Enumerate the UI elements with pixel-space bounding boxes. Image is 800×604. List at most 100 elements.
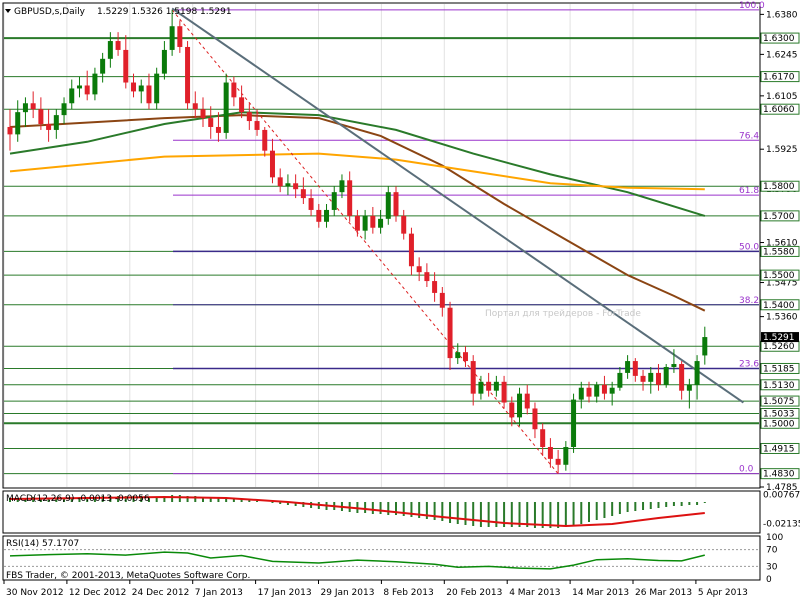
macd-tick-label: -0.02135 <box>763 519 800 529</box>
date-label: 17 Jan 2013 <box>258 588 312 598</box>
candle-body <box>316 209 322 222</box>
rsi-line <box>9 551 705 570</box>
level-price-box <box>760 103 800 115</box>
date-label: 7 Jan 2013 <box>195 588 243 598</box>
candle-body <box>61 103 67 116</box>
fib-label: 61.8 <box>739 186 759 196</box>
price-axis: 1.63801.62451.61051.59251.57901.56101.54… <box>760 10 800 493</box>
macd-indicator: 0.00767 -0.02135 <box>9 490 800 529</box>
rsi-tick-label: 70 <box>766 546 778 556</box>
level-price-box <box>760 299 800 311</box>
candle-body <box>640 375 646 382</box>
date-label: 30 Nov 2012 <box>6 588 64 598</box>
level-price-box <box>760 379 800 391</box>
price-tick-label: 1.5925 <box>766 145 798 155</box>
trendline[interactable] <box>171 7 744 404</box>
candle-body <box>385 192 391 219</box>
candle-body <box>555 458 561 465</box>
ohlc-values: 1.5229 1.5326 1.5198 1.5291 <box>97 7 232 17</box>
candle-body <box>455 352 461 359</box>
fib-label: 100.0 <box>739 1 765 11</box>
candle-body <box>146 85 152 104</box>
level-price-box <box>760 468 800 480</box>
trend-lines <box>171 7 744 474</box>
rsi-tick-label: 30 <box>766 562 778 572</box>
candle-body <box>617 372 623 388</box>
candle-body <box>424 272 430 282</box>
level-price-box <box>760 417 800 429</box>
candle-body <box>432 281 438 293</box>
fib-label: 38.2 <box>739 296 759 306</box>
candle-body <box>339 180 345 193</box>
date-label: 5 Apr 2013 <box>698 588 748 598</box>
level-price-label: 1.5500 <box>763 271 795 281</box>
candle-body <box>586 387 592 397</box>
candle-body <box>15 112 21 135</box>
candle-body <box>547 446 553 459</box>
candle-body <box>578 387 584 400</box>
symbol-title: GBPUSD,s,Daily <box>14 7 86 17</box>
price-tick-label: 1.5610 <box>766 239 798 249</box>
fib-label: 0.0 <box>739 465 754 475</box>
candle-body <box>470 361 476 394</box>
date-label: 29 Jan 2013 <box>321 588 375 598</box>
candle-body <box>702 337 708 356</box>
candle-body <box>439 292 445 308</box>
candle-body <box>254 121 260 130</box>
level-price-label: 1.6170 <box>763 73 795 83</box>
candle-body <box>648 372 654 382</box>
candle-body <box>486 381 492 391</box>
fib-label: 23.6 <box>739 359 759 369</box>
candle-body <box>223 82 229 133</box>
candle-body <box>532 408 538 430</box>
candle-body <box>138 85 144 92</box>
candle-body <box>185 46 191 104</box>
candle-body <box>22 103 28 113</box>
candle-body <box>655 372 661 385</box>
candle-body <box>215 126 221 133</box>
price-tick-label: 1.6105 <box>766 92 798 102</box>
price-tick-label: 1.6380 <box>766 10 798 20</box>
candle-body <box>262 129 268 151</box>
candle-body <box>115 41 121 50</box>
candle-body <box>192 103 198 110</box>
candlesticks <box>7 9 708 474</box>
level-price-label: 1.4915 <box>763 444 795 454</box>
current-price-box <box>761 332 799 343</box>
level-price-box <box>760 442 800 454</box>
level-price-label: 1.5033 <box>763 410 795 420</box>
rsi-tick-label: 0 <box>766 575 772 585</box>
candle-body <box>200 109 206 119</box>
collapse-triangle-icon[interactable] <box>5 9 11 13</box>
candle-body <box>594 384 600 397</box>
candle-body <box>563 446 569 465</box>
candle-body <box>285 183 291 187</box>
macd-label: MACD(12,26,9) -0.0013 -0.0056 <box>6 494 150 504</box>
level-price-box <box>760 245 800 257</box>
fib-diagonal[interactable] <box>171 9 559 474</box>
level-price-box <box>760 71 800 83</box>
candle-body <box>679 364 685 391</box>
level-price-label: 1.6060 <box>763 105 795 115</box>
level-price-label: 1.5130 <box>763 381 795 391</box>
date-label: 24 Dec 2012 <box>132 588 190 598</box>
candle-body <box>540 429 546 447</box>
level-price-label: 1.5075 <box>763 397 795 407</box>
candle-body <box>123 49 129 83</box>
candle-body <box>231 82 237 98</box>
candle-body <box>663 366 669 385</box>
candle-body <box>331 192 337 210</box>
candle-body <box>478 381 484 394</box>
candle-body <box>69 88 75 104</box>
candle-body <box>293 183 299 190</box>
candle-body <box>308 198 314 210</box>
candle-body <box>517 393 523 418</box>
date-label: 20 Feb 2013 <box>446 588 502 598</box>
candle-body <box>100 58 106 74</box>
ma-mid-line <box>9 111 706 217</box>
candle-body <box>277 177 283 187</box>
rsi-label: RSI(14) 57.1707 <box>6 539 79 549</box>
level-price-label: 1.5260 <box>763 342 795 352</box>
